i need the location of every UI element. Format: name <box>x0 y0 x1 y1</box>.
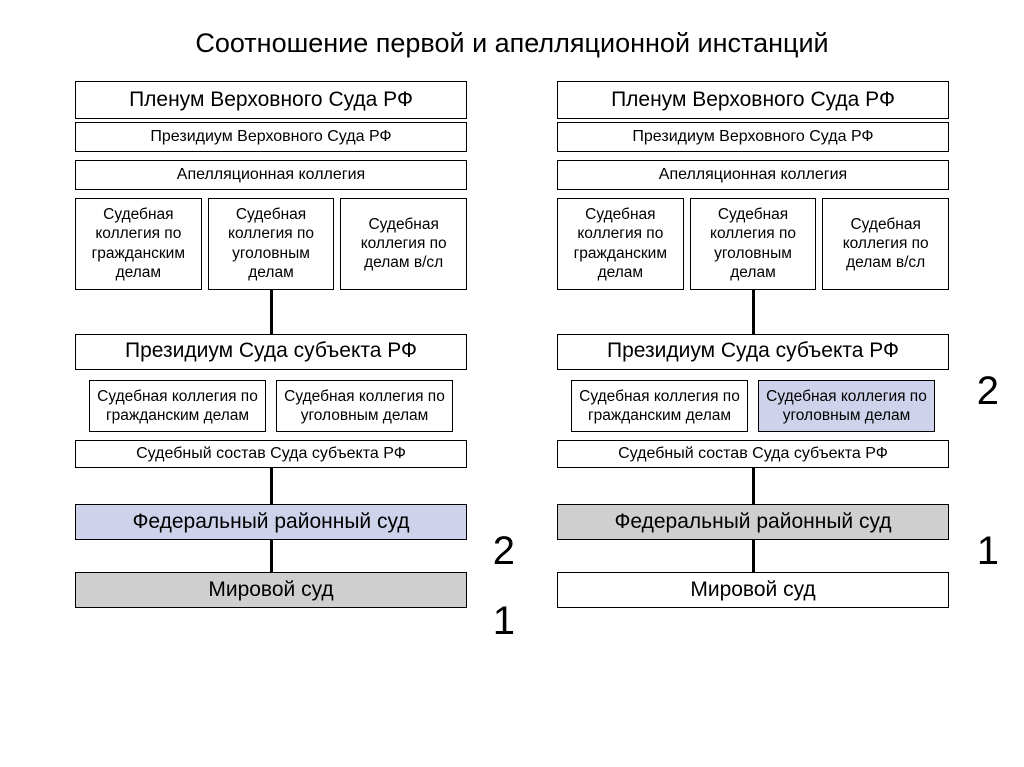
column-right: Пленум Верховного Суда РФ Президиум Верх… <box>557 81 949 608</box>
coll-criminal-box: Судебная коллегия по уголовным делам <box>208 198 335 290</box>
coll-civil-box: Судебная коллегия по гражданским делам <box>557 198 684 290</box>
mirovoy-box-right: Мировой суд <box>557 572 949 608</box>
collegia-row: Судебная коллегия по гражданским делам С… <box>557 198 949 290</box>
connector <box>270 290 273 334</box>
collegia2-row: Судебная коллегия по гражданским делам С… <box>557 380 949 433</box>
bignum-left-2: 2 <box>493 529 515 574</box>
presidium-vs-box: Президиум Верховного Суда РФ <box>75 122 467 152</box>
bignum-left-1: 1 <box>493 599 515 644</box>
bignum-right-1: 1 <box>977 529 999 574</box>
coll-criminal2-box-left: Судебная коллегия по уголовным делам <box>276 380 453 433</box>
appell-coll-box: Апелляционная коллегия <box>557 160 949 190</box>
coll-vsl-box: Судебная коллегия по делам в/сл <box>340 198 467 290</box>
presidium-vs-box: Президиум Верховного Суда РФ <box>557 122 949 152</box>
connector <box>752 540 755 572</box>
presidium-subj-box: Президиум Суда субъекта РФ <box>557 334 949 370</box>
mirovoy-box-left: Мировой суд <box>75 572 467 608</box>
plenum-box: Пленум Верховного Суда РФ <box>75 81 467 119</box>
connector <box>270 540 273 572</box>
coll-civil-box: Судебная коллегия по гражданским делам <box>75 198 202 290</box>
connector <box>270 468 273 504</box>
federal-box-left: Федеральный районный суд <box>75 504 467 540</box>
page-title: Соотношение первой и апелляционной инста… <box>0 0 1024 81</box>
presidium-subj-box: Президиум Суда субъекта РФ <box>75 334 467 370</box>
appell-coll-box: Апелляционная коллегия <box>75 160 467 190</box>
diagram-columns: Пленум Верховного Суда РФ Президиум Верх… <box>0 81 1024 608</box>
bignum-right-2: 2 <box>977 369 999 414</box>
collegia2-row: Судебная коллегия по гражданским делам С… <box>75 380 467 433</box>
coll-criminal2-box-right: Судебная коллегия по уголовным делам <box>758 380 935 433</box>
collegia-row: Судебная коллегия по гражданским делам С… <box>75 198 467 290</box>
coll-criminal-box: Судебная коллегия по уголовным делам <box>690 198 817 290</box>
federal-box-right: Федеральный районный суд <box>557 504 949 540</box>
column-left: Пленум Верховного Суда РФ Президиум Верх… <box>75 81 467 608</box>
sostav-box: Судебный состав Суда субъекта РФ <box>557 440 949 468</box>
sostav-box: Судебный состав Суда субъекта РФ <box>75 440 467 468</box>
coll-civil2-box: Судебная коллегия по гражданским делам <box>89 380 266 433</box>
connector <box>752 290 755 334</box>
coll-civil2-box: Судебная коллегия по гражданским делам <box>571 380 748 433</box>
connector <box>752 468 755 504</box>
plenum-box: Пленум Верховного Суда РФ <box>557 81 949 119</box>
coll-vsl-box: Судебная коллегия по делам в/сл <box>822 198 949 290</box>
